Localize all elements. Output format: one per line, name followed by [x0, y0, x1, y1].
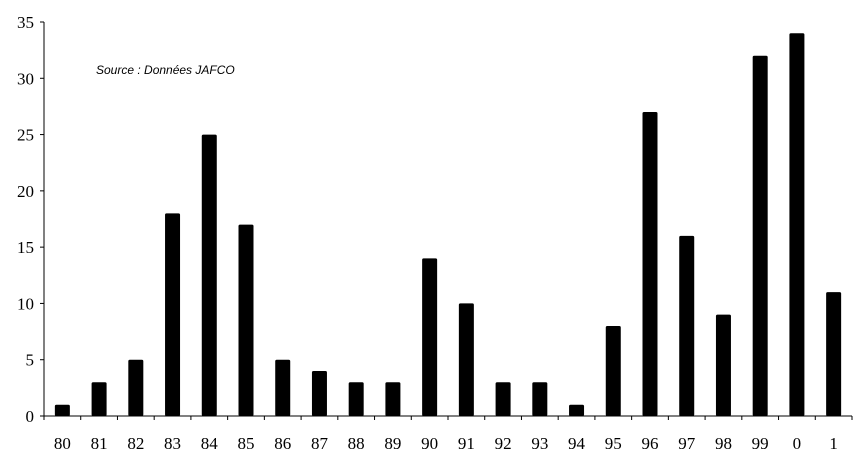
x-tick-label: 95	[605, 434, 622, 453]
x-tick-label: 83	[164, 434, 181, 453]
bar-81	[91, 382, 107, 416]
x-tick-label: 97	[678, 434, 696, 453]
x-tick-label: 96	[642, 434, 659, 453]
y-tick-label: 15	[17, 238, 34, 257]
x-tick-label: 1	[829, 434, 838, 453]
x-tick-label: 81	[91, 434, 108, 453]
bar-93	[532, 382, 548, 416]
bar-series	[54, 33, 842, 417]
y-tick-label: 30	[17, 69, 34, 88]
bar-97	[679, 235, 695, 416]
x-tick-label: 99	[752, 434, 769, 453]
y-tick-labels: 0 5 10 15 20 25 30 35	[17, 13, 34, 426]
y-tick-label: 0	[26, 407, 35, 426]
x-tick-label: 0	[793, 434, 802, 453]
bar-84	[201, 134, 217, 417]
bar-86	[275, 359, 291, 416]
bar-99	[752, 55, 768, 417]
bar-87	[311, 370, 327, 416]
bar-96	[642, 112, 658, 417]
x-tick-label: 85	[238, 434, 255, 453]
x-tick-label: 87	[311, 434, 329, 453]
y-tick-label: 5	[26, 351, 35, 370]
bar-88	[348, 382, 364, 416]
bar-85	[238, 224, 254, 416]
source-annotation: Source : Données JAFCO	[96, 63, 235, 77]
x-tick-label: 92	[495, 434, 512, 453]
y-tick-label: 35	[17, 13, 34, 32]
x-tick-label: 82	[127, 434, 144, 453]
x-tick-label: 94	[568, 434, 586, 453]
bar-1	[826, 292, 842, 416]
bar-82	[128, 359, 144, 416]
bar-92	[495, 382, 511, 416]
x-tick-labels: 80 81 82 83 84 85 86 87 88 89 90 91 92 93 94 95 96 97 98 99…	[54, 434, 838, 453]
y-tick-label: 20	[17, 182, 34, 201]
x-tick-label: 90	[421, 434, 438, 453]
chart-axes	[40, 21, 853, 420]
x-tick-label: 89	[384, 434, 401, 453]
bar-90	[422, 258, 438, 416]
bar-80	[54, 404, 70, 416]
x-tick-label: 88	[348, 434, 365, 453]
x-tick-label: 93	[531, 434, 548, 453]
bar-83	[165, 213, 181, 416]
x-tick-label: 86	[274, 434, 291, 453]
bar-91	[458, 303, 474, 416]
bar-98	[715, 314, 731, 416]
bar-89	[385, 382, 401, 416]
x-tick-label: 84	[201, 434, 219, 453]
x-tick-label: 98	[715, 434, 732, 453]
bar-94	[569, 404, 585, 416]
y-tick-label: 25	[17, 126, 34, 145]
bar-0	[789, 33, 805, 416]
bar-95	[605, 325, 621, 416]
x-tick-label: 80	[54, 434, 71, 453]
y-tick-label: 10	[17, 294, 34, 313]
x-tick-label: 91	[458, 434, 475, 453]
